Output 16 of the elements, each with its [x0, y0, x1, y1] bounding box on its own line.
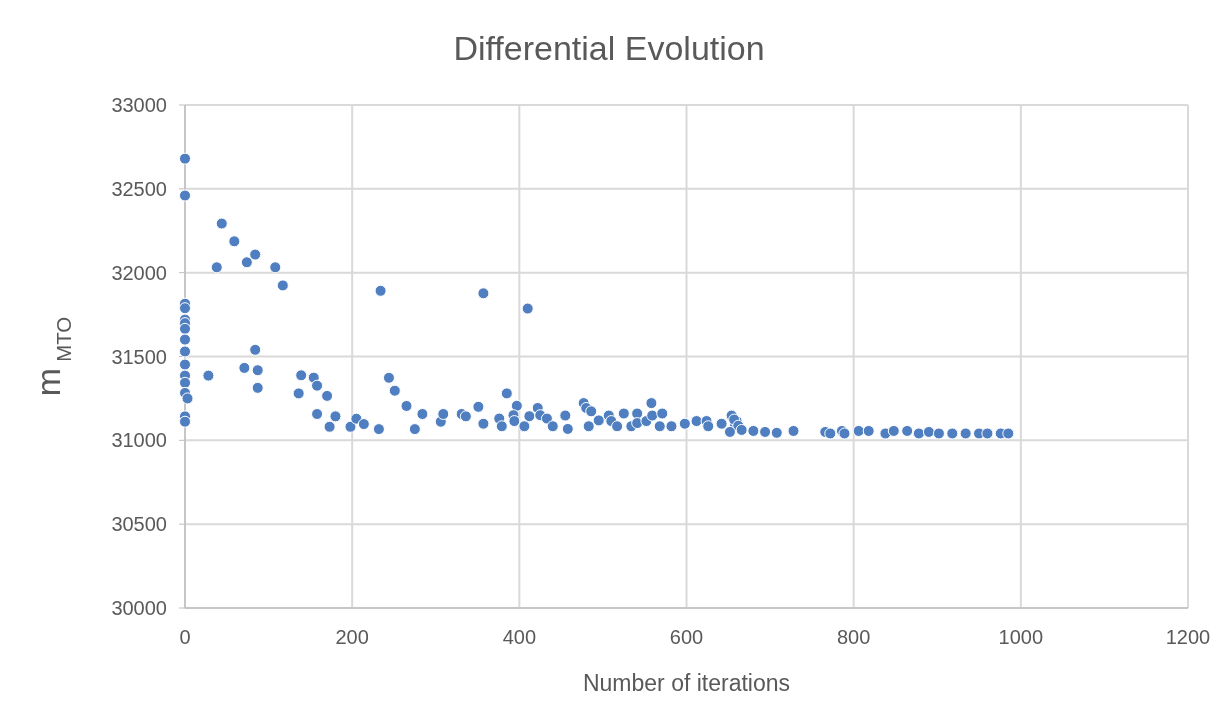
y-tick-label: 31000 — [111, 429, 167, 452]
x-tick-label: 600 — [669, 626, 704, 648]
x-tick-label: 1000 — [998, 626, 1044, 648]
y-tick-label: 32500 — [111, 177, 167, 200]
x-tick-label: 1200 — [1165, 626, 1211, 648]
y-tick-label: 30500 — [111, 513, 167, 536]
x-axis-title: Number of iterations — [582, 670, 791, 696]
x-tick-label: 800 — [836, 626, 871, 648]
y-tick-label: 31500 — [111, 345, 167, 368]
x-tick-label: 200 — [335, 626, 369, 648]
x-tick-label: 0 — [179, 626, 191, 648]
y-tick-label: 33000 — [111, 94, 167, 116]
y-tick-label: 30000 — [111, 597, 167, 619]
y-tick-label: 32000 — [111, 261, 167, 284]
x-tick-label: 400 — [502, 626, 537, 648]
chart-title: Differential Evolution — [453, 29, 765, 67]
